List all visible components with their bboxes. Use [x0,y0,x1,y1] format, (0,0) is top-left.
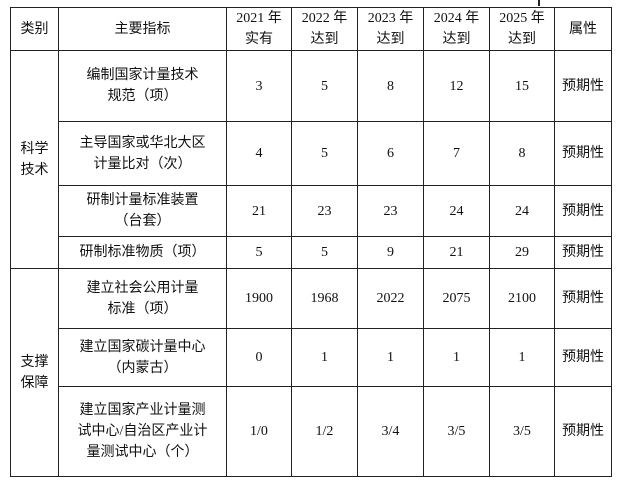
text-line: 规范（项） [107,89,178,104]
table-row: 支撑 保障 建立社会公用计量 标准（项） 1900 1968 2022 2075 2100 预期性 [10,268,612,477]
value-cell: 1900 [226,268,292,329]
text-line: 支撑 [20,354,49,370]
text-line: 试中心/自治区产业计 [77,424,208,439]
value-cell: 1/2 [291,386,358,477]
attribute-cell: 预期性 [554,268,612,329]
text-line: 研制计量标准装置 [86,193,199,208]
value-cell: 1 [489,328,555,387]
indicator-cell: 主导国家或华北大区 计量比对（次） [58,121,227,186]
value-cell: 1 [291,328,358,387]
value-cell: 1 [423,328,490,387]
text-line: 编制国家计量技术 [86,68,199,83]
text-line: 量测试中心（个） [86,445,199,460]
table-row: 科学 技术 编制国家计量技术 规范（项） 3 5 8 12 15 预期性 [10,50,612,269]
value-cell: 3/4 [357,386,424,477]
text-line: 标准（项） [107,301,178,317]
text-line: 建立国家碳计量中心 [79,339,206,355]
value-cell: 5 [291,121,358,186]
category-cell: 支撑 保障 [10,268,59,477]
text-line: 主导国家或华北大区 [79,135,206,151]
value-cell: 21 [423,236,490,269]
value-cell: 6 [357,121,424,186]
table-row: 研制标准物质（项） 5 5 9 21 29 预期性 [11,236,612,269]
column-header: 类别 [10,7,59,51]
value-cell: 8 [489,121,555,186]
indicator-cell: 研制计量标准装置 （台套） [58,185,227,237]
attribute-cell: 预期性 [554,50,612,122]
indicator-cell: 建立国家碳计量中心 （内蒙古） [58,328,227,387]
value-cell: 24 [423,185,490,237]
value-cell: 1 [357,328,424,387]
value-cell: 4 [226,121,292,186]
table-row: 研制计量标准装置 （台套） 21 23 23 24 24 预期性 [11,185,612,237]
indicators-table: 类别 主要指标 2021 年实有 2022 年达到 2023 年达到 2024 年达到 20… [10,7,612,477]
value-cell: 1/0 [226,386,292,477]
column-header: 2023 年达到 [357,7,424,51]
indicator-cell: 编制国家计量技术 规范（项） [58,50,227,122]
column-header: 2022 年达到 [291,7,358,51]
text-line: 保障 [20,375,49,391]
text-line: 技术 [20,162,49,178]
table-row: 主导国家或华北大区 计量比对（次） 4 5 6 7 8 预期性 [11,121,612,186]
text-line: 建立社会公用计量 [86,280,199,296]
value-cell: 8 [357,50,424,122]
value-cell: 9 [357,236,424,269]
column-header: 2024 年达到 [423,7,490,51]
value-cell: 5 [291,236,358,269]
table-row: 建立国家产业计量测 试中心/自治区产业计 量测试中心（个） 1/0 1/2 3/4 3/5 3… [11,386,612,477]
value-cell: 0 [226,328,292,387]
column-header: 2021 年实有 [226,7,292,51]
attribute-cell: 预期性 [554,386,612,477]
value-cell: 5 [226,236,292,269]
value-cell: 3/5 [489,386,555,477]
text-line: 科学 [20,141,49,157]
column-header: 属性 [554,7,612,51]
text-line: （台套） [114,214,171,229]
value-cell: 12 [423,50,490,122]
column-header: 2025 年达到 [489,7,555,51]
attribute-cell: 预期性 [554,236,612,269]
value-cell: 1968 [291,268,358,329]
attribute-cell: 预期性 [554,121,612,186]
value-cell: 15 [489,50,555,122]
value-cell: 2075 [423,268,490,329]
indicator-cell: 建立国家产业计量测 试中心/自治区产业计 量测试中心（个） [58,386,227,477]
header-row: 类别 主要指标 2021 年实有 2022 年达到 2023 年达到 2024 年达到 20… [10,7,612,51]
attribute-cell: 预期性 [554,328,612,387]
value-cell: 5 [291,50,358,122]
value-cell: 21 [226,185,292,237]
column-header: 主要指标 [58,7,227,51]
text-line: 建立国家产业计量测 [79,403,206,418]
value-cell: 23 [357,185,424,237]
value-cell: 2100 [489,268,555,329]
text-line: 计量比对（次） [93,156,192,172]
indicator-cell: 研制标准物质（项） [58,236,227,269]
text-line: 研制标准物质（项） [79,245,206,260]
value-cell: 23 [291,185,358,237]
text-line: （内蒙古） [107,360,178,376]
table-row: 建立国家碳计量中心 （内蒙古） 0 1 1 1 1 预期性 [11,328,612,387]
value-cell: 7 [423,121,490,186]
value-cell: 3/5 [423,386,490,477]
category-cell: 科学 技术 [10,50,59,269]
page-mark [538,0,540,6]
attribute-cell: 预期性 [554,185,612,237]
value-cell: 3 [226,50,292,122]
value-cell: 2022 [357,268,424,329]
indicator-cell: 建立社会公用计量 标准（项） [58,268,227,329]
value-cell: 29 [489,236,555,269]
value-cell: 24 [489,185,555,237]
